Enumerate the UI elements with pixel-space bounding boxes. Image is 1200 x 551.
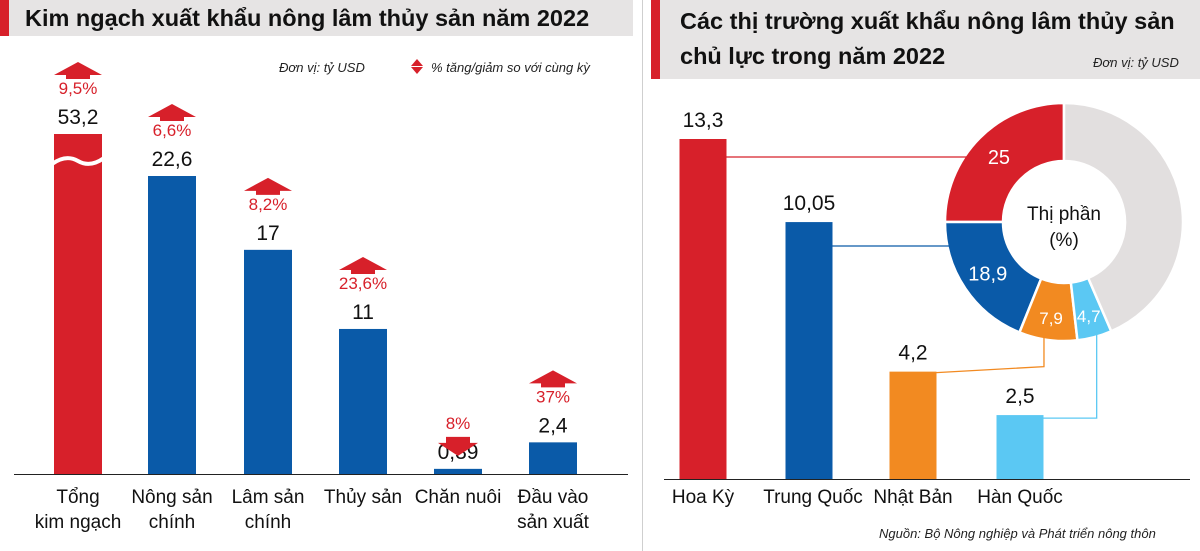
- change-arrow-up-5: [529, 370, 577, 388]
- left-unit-label: Đơn vị: tỷ USD: [279, 60, 365, 75]
- change-legend-text: % tăng/giảm so với cùng kỳ: [431, 60, 590, 75]
- category-label-2-1: chính: [245, 512, 291, 533]
- category-label-0-0: Tổng: [56, 487, 99, 508]
- left-title-accent: [0, 0, 9, 36]
- connector-line-2: [936, 335, 1045, 374]
- change-arrow-up-2: [244, 177, 292, 195]
- bar-value-label-0: 53,2: [58, 106, 99, 129]
- right-chart-title-line2: chủ lực trong năm 2022: [680, 43, 946, 69]
- axis-break-mark: [50, 156, 106, 166]
- bar-0: [54, 134, 102, 474]
- donut-value-label-0: 25: [988, 147, 1010, 169]
- change-arrow-up-0: [54, 62, 102, 79]
- donut-value-label-1: 18,9: [968, 263, 1007, 285]
- bar-5: [529, 442, 577, 474]
- market-category-label-1: Trung Quốc: [763, 487, 863, 508]
- bar-value-label-3: 11: [352, 301, 374, 324]
- right-chart-title-line1: Các thị trường xuất khẩu nông lâm thủy s…: [680, 8, 1175, 34]
- change-label-1: 6,6%: [153, 121, 192, 140]
- bar-4: [434, 468, 482, 474]
- change-arrow-up-3: [339, 256, 387, 274]
- market-value-label-2: 4,2: [898, 342, 927, 365]
- category-label-4-0: Chăn nuôi: [415, 487, 502, 508]
- change-label-2: 8,2%: [249, 195, 288, 214]
- change-legend-icon: [411, 59, 423, 74]
- donut-slice-4: [1062, 101, 1185, 333]
- category-label-0-1: kim ngạch: [35, 512, 122, 533]
- left-chart-title: Kim ngạch xuất khẩu nông lâm thủy sản nă…: [25, 5, 590, 31]
- bar-3: [339, 328, 387, 474]
- market-bar-2: [889, 371, 937, 479]
- category-label-1-0: Nông sản: [131, 487, 212, 508]
- bar-1: [148, 176, 196, 474]
- change-arrow-up-1: [148, 104, 196, 121]
- right-unit-label: Đơn vị: tỷ USD: [1093, 55, 1179, 70]
- market-share-donut: 25 18,9 7,9 4,7 Thị phần (%): [726, 101, 1185, 419]
- market-value-label-0: 13,3: [683, 109, 724, 132]
- donut-title-line1: Thị phần: [1027, 204, 1101, 225]
- right-title-accent: [651, 0, 660, 79]
- donut-title-line2: (%): [1049, 230, 1079, 251]
- market-bar-3: [996, 415, 1044, 479]
- change-label-3: 23,6%: [339, 274, 387, 293]
- market-value-label-3: 2,5: [1005, 385, 1034, 408]
- market-bar-0: [679, 139, 727, 479]
- donut-value-label-2: 7,9: [1039, 309, 1063, 328]
- left-title-bar: [9, 0, 633, 36]
- market-category-label-2: Nhật Bản: [873, 487, 952, 508]
- panel-divider: [642, 0, 643, 551]
- bar-value-label-1: 22,6: [152, 148, 193, 171]
- market-bar-1: [785, 222, 833, 479]
- left-bar-chart: 53,2 9,5% Tổng kim ngạch 22,6 6,6% Nông sản chí…: [14, 62, 628, 533]
- donut-slice-0: [943, 101, 1066, 224]
- market-value-label-1: 10,05: [783, 192, 836, 215]
- bar-2: [244, 249, 292, 474]
- change-arrow-down-4: [438, 436, 478, 456]
- change-label-4: 8%: [446, 414, 471, 433]
- connector-line-3: [1043, 332, 1098, 419]
- category-label-3-0: Thủy sản: [324, 487, 402, 508]
- category-label-1-1: chính: [149, 512, 195, 533]
- category-label-2-0: Lâm sản: [232, 487, 305, 508]
- change-label-0: 9,5%: [59, 79, 98, 98]
- category-label-5-0: Đầu vào: [518, 487, 589, 508]
- market-category-label-0: Hoa Kỳ: [672, 487, 735, 508]
- category-label-5-1: sản xuất: [517, 512, 590, 533]
- market-category-label-3: Hàn Quốc: [977, 487, 1063, 508]
- right-title-bar: [660, 0, 1200, 79]
- bar-value-label-5: 2,4: [538, 414, 568, 437]
- right-bar-chart: 13,3 Hoa Kỳ 10,05 Trung Quốc 4,2 Nhật Bản 2,5 H…: [664, 109, 1190, 508]
- donut-value-label-3: 4,7: [1077, 307, 1101, 326]
- change-label-5: 37%: [536, 387, 570, 406]
- bar-value-label-2: 17: [256, 222, 279, 245]
- source-note: Nguồn: Bộ Nông nghiệp và Phát triển nông…: [879, 526, 1156, 541]
